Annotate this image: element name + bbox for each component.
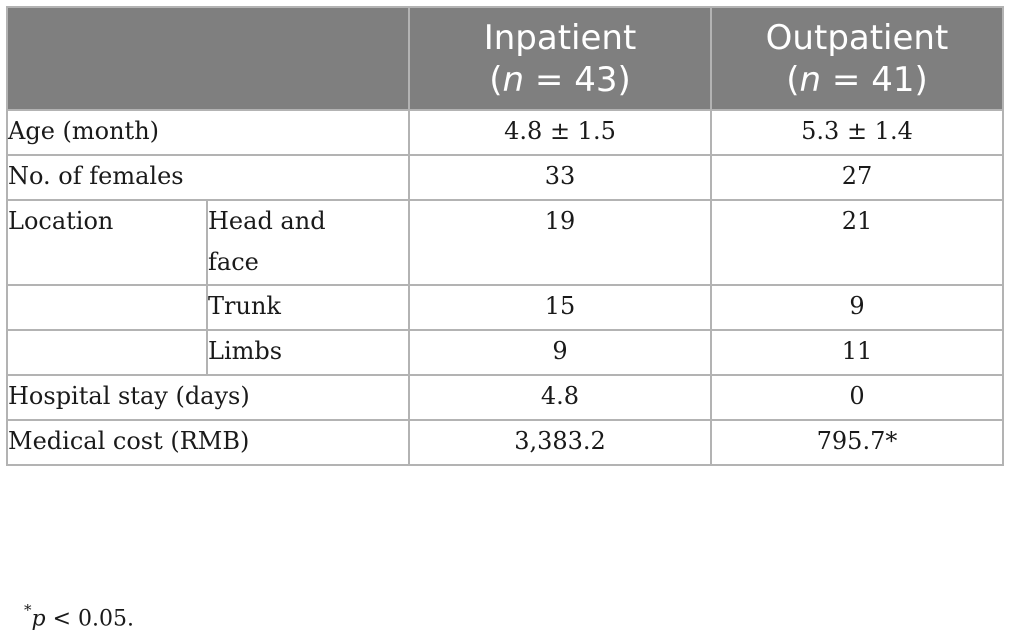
patient-characteristics-table: Inpatient (n = 43) Outpatient (n = 41) A… bbox=[6, 6, 1004, 466]
cell-stay-outpatient: 0 bbox=[710, 374, 1004, 421]
table-row: Trunk 15 9 bbox=[6, 284, 1004, 331]
cell-age-outpatient: 5.3 ± 1.4 bbox=[710, 109, 1004, 156]
footnote-marker: * bbox=[24, 601, 32, 619]
row-sublabel-head-face: Head and face bbox=[206, 199, 410, 286]
table-header-row: Inpatient (n = 43) Outpatient (n = 41) bbox=[6, 6, 1004, 111]
cell-females-inpatient: 33 bbox=[408, 154, 712, 201]
cell-limbs-outpatient: 11 bbox=[710, 329, 1004, 376]
header-outpatient: Outpatient (n = 41) bbox=[710, 6, 1004, 111]
header-outpatient-label: Outpatient bbox=[765, 17, 949, 58]
row-label-empty bbox=[6, 284, 208, 331]
header-inpatient-label: Inpatient bbox=[483, 17, 637, 58]
cell-head-inpatient: 19 bbox=[408, 199, 712, 286]
cell-age-inpatient: 4.8 ± 1.5 bbox=[408, 109, 712, 156]
header-outpatient-n: (n = 41) bbox=[786, 59, 928, 100]
row-label-empty bbox=[6, 329, 208, 376]
table-row: Location Head and face 19 21 bbox=[6, 199, 1004, 286]
header-inpatient-n: (n = 43) bbox=[489, 59, 631, 100]
row-sublabel-trunk: Trunk bbox=[206, 284, 410, 331]
row-label-age: Age (month) bbox=[6, 109, 410, 156]
cell-trunk-outpatient: 9 bbox=[710, 284, 1004, 331]
footnote-variable: p bbox=[31, 606, 46, 632]
table-footnote: *p < 0.05. bbox=[24, 601, 134, 632]
cell-cost-outpatient: 795.7* bbox=[710, 419, 1004, 466]
row-label-location: Location bbox=[6, 199, 208, 286]
header-inpatient: Inpatient (n = 43) bbox=[408, 6, 712, 111]
row-sublabel-limbs: Limbs bbox=[206, 329, 410, 376]
table-row: Medical cost (RMB) 3,383.2 795.7* bbox=[6, 419, 1004, 466]
cell-head-outpatient: 21 bbox=[710, 199, 1004, 286]
cell-trunk-inpatient: 15 bbox=[408, 284, 712, 331]
table-container: Inpatient (n = 43) Outpatient (n = 41) A… bbox=[6, 6, 1004, 466]
table-row: Limbs 9 11 bbox=[6, 329, 1004, 376]
footnote-text: < 0.05. bbox=[45, 606, 134, 632]
header-empty-cell bbox=[6, 6, 410, 111]
table-row: Hospital stay (days) 4.8 0 bbox=[6, 374, 1004, 421]
cell-limbs-inpatient: 9 bbox=[408, 329, 712, 376]
cell-stay-inpatient: 4.8 bbox=[408, 374, 712, 421]
table-row: No. of females 33 27 bbox=[6, 154, 1004, 201]
cell-cost-inpatient: 3,383.2 bbox=[408, 419, 712, 466]
row-label-cost: Medical cost (RMB) bbox=[6, 419, 410, 466]
cell-females-outpatient: 27 bbox=[710, 154, 1004, 201]
row-label-females: No. of females bbox=[6, 154, 410, 201]
table-row: Age (month) 4.8 ± 1.5 5.3 ± 1.4 bbox=[6, 109, 1004, 156]
row-label-stay: Hospital stay (days) bbox=[6, 374, 410, 421]
